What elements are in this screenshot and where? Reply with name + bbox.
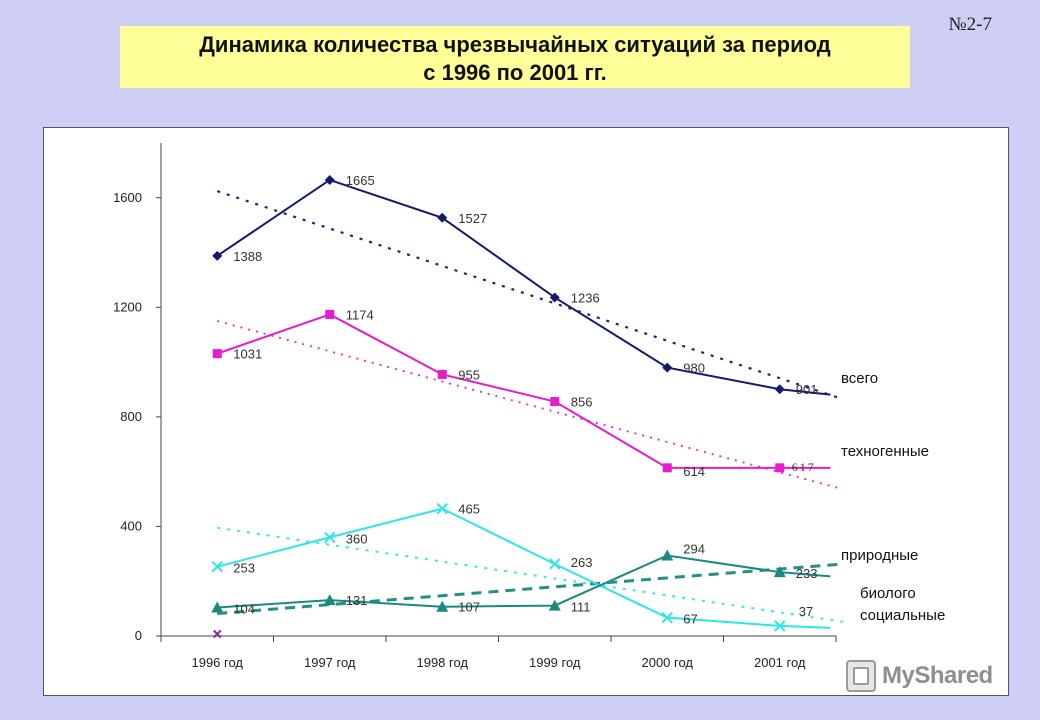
y-tick-label: 1200 [113, 299, 142, 314]
marker-4-2 [323, 594, 336, 606]
data-label-4-3: 107 [458, 600, 480, 615]
marker-4-1 [211, 601, 224, 613]
data-label-2-2: 1174 [346, 307, 374, 322]
data-label-3-4: 263 [571, 555, 593, 570]
data-label-3-6: 37 [799, 604, 813, 619]
data-label-4-2: 131 [346, 593, 368, 608]
trend-line-1 [216, 190, 844, 401]
legend-entry-1: всего [841, 370, 878, 387]
data-label-2-4: 856 [571, 395, 593, 410]
marker-3-4 [549, 558, 561, 570]
data-label-4-4: 111 [571, 600, 591, 615]
data-label-2-1: 1031 [233, 347, 262, 362]
data-label-1-5: 980 [683, 361, 705, 376]
marker-4-3 [436, 600, 449, 612]
marker-3-1 [211, 560, 223, 573]
series-line-1 [216, 178, 831, 396]
marker-2-1 [212, 349, 222, 359]
data-label-1-4: 1236 [571, 290, 600, 305]
marker-3-6 [774, 620, 786, 632]
data-label-3-2: 360 [346, 531, 368, 546]
x-tick-label: 1997 год [304, 655, 356, 670]
marker-1-5 [662, 362, 673, 373]
series-line-2 [216, 313, 831, 469]
title-line-1: Динамика количества чрезвычайных ситуаци… [199, 32, 831, 57]
y-tick-label: 0 [135, 628, 142, 643]
trend-line-2 [217, 320, 843, 491]
marker-1-3 [437, 212, 448, 223]
marker-2-4 [550, 397, 560, 407]
x-tick-label: 2001 год [754, 655, 806, 670]
watermark: MyShared [846, 656, 1016, 696]
marker-2-6 [775, 463, 785, 473]
marker-2-5 [662, 463, 672, 473]
legend-entry-2: техногенные [841, 443, 929, 460]
x-tick-label: 1996 год [191, 655, 243, 670]
presentation-icon [846, 660, 876, 692]
marker-1-2 [324, 174, 335, 185]
marker-3-2 [324, 531, 336, 544]
title-box: Динамика количества чрезвычайных ситуаци… [120, 26, 910, 88]
data-label-1-1: 1388 [233, 249, 262, 264]
marker-1-6 [774, 384, 785, 395]
origin-cross-mark [213, 629, 222, 639]
marker-3-3 [436, 502, 448, 515]
marker-1-1 [212, 250, 223, 261]
data-label-4-6: 233 [796, 566, 818, 581]
data-label-1-6: 901 [796, 382, 818, 397]
marker-2-3 [437, 369, 447, 379]
series-line-4 [217, 554, 831, 609]
marker-4-5 [661, 549, 674, 561]
marker-3-5 [661, 611, 673, 624]
marker-4-6 [773, 566, 786, 578]
data-label-3-3: 465 [458, 502, 480, 517]
data-label-4-1: 104 [233, 602, 255, 617]
marker-4-4 [548, 599, 561, 611]
chart-panel [43, 127, 1009, 696]
trend-line-4 [217, 562, 843, 616]
series-line-3 [216, 507, 831, 629]
y-tick-label: 800 [120, 409, 142, 424]
legend-entry-3: природные [841, 547, 918, 564]
data-label-1-3: 1527 [458, 211, 487, 226]
marker-1-4 [549, 292, 560, 303]
x-tick-label: 1998 год [416, 655, 468, 670]
y-tick-label: 1600 [113, 190, 142, 205]
y-tick-label: 400 [120, 518, 142, 533]
legend-entry-5: социальные [860, 607, 945, 624]
data-label-2-3: 955 [458, 367, 480, 382]
marker-2-2 [325, 309, 335, 319]
x-tick-label: 1999 год [529, 655, 581, 670]
x-tick-label: 2000 год [641, 655, 693, 670]
data-label-2-extra: 617 [792, 460, 816, 474]
watermark-text: MyShared [882, 662, 993, 689]
data-label-3-5: 67 [683, 612, 697, 627]
title-line-2: с 1996 по 2001 гг. [423, 60, 607, 85]
data-label-3-1: 253 [233, 561, 255, 576]
data-label-1-2: 1665 [346, 173, 375, 188]
legend-entry-4: биолого [860, 585, 916, 602]
slide-number: №2-7 [948, 14, 992, 35]
data-label-4-5: 294 [683, 541, 705, 556]
data-label-2-5: 614 [683, 464, 705, 479]
